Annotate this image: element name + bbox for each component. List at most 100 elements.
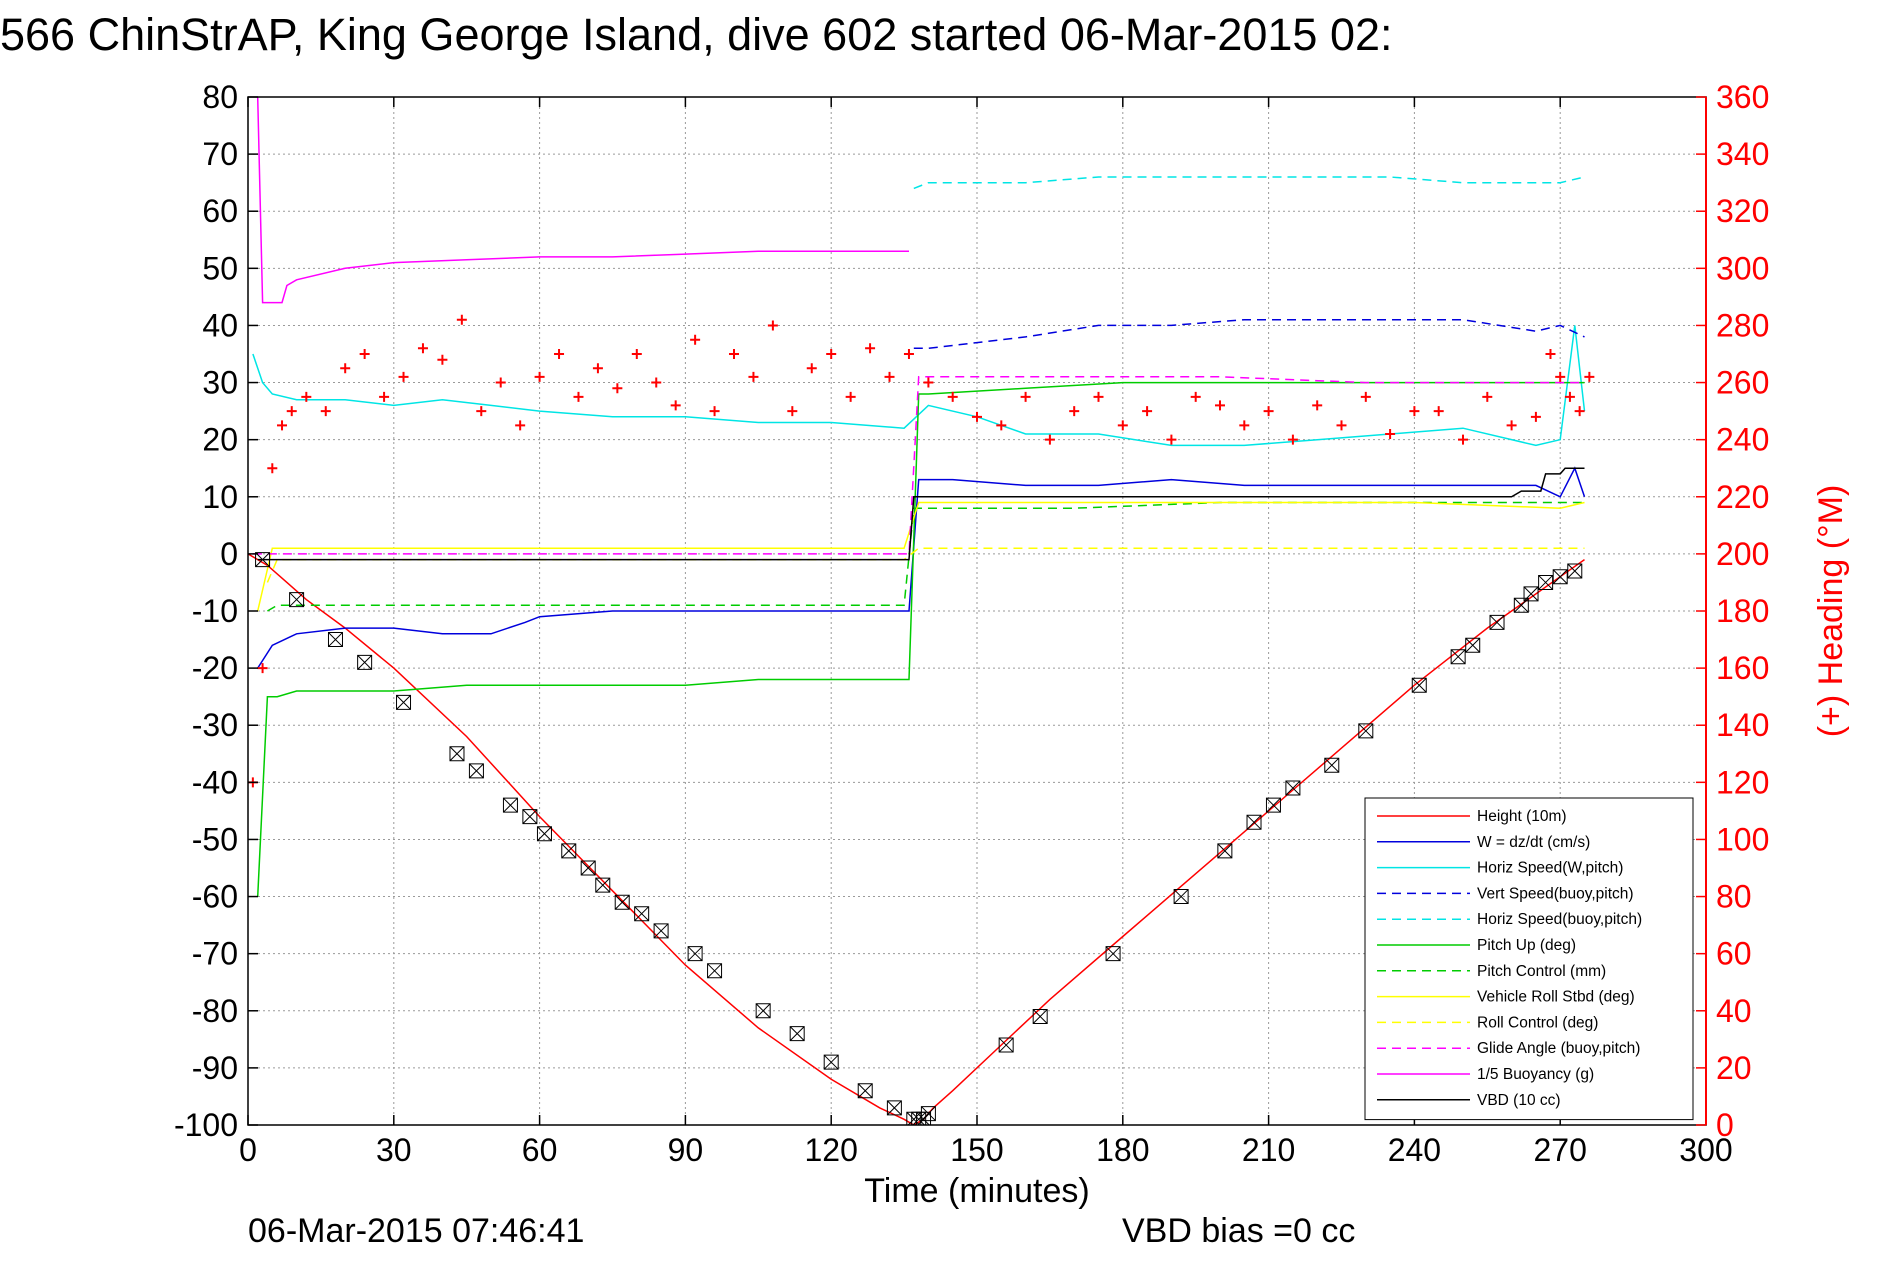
y-tick-label: 50 bbox=[202, 250, 238, 286]
heading-point bbox=[1020, 391, 1031, 402]
heading-point bbox=[1564, 391, 1575, 402]
heading-point bbox=[1574, 406, 1585, 417]
right-y-tick-label: 60 bbox=[1716, 936, 1752, 972]
legend-label: VBD (10 cc) bbox=[1477, 1092, 1561, 1109]
profile-marker bbox=[1552, 569, 1568, 585]
right-y-tick-label: 220 bbox=[1716, 479, 1769, 515]
series-9 bbox=[252, 376, 1585, 555]
x-tick-label: 150 bbox=[950, 1132, 1003, 1168]
series-line bbox=[256, 501, 1585, 612]
heading-point bbox=[1360, 391, 1371, 402]
heading-point bbox=[670, 400, 681, 411]
legend-label: Pitch Up (deg) bbox=[1477, 937, 1576, 954]
heading-point bbox=[903, 349, 914, 359]
heading-point bbox=[709, 406, 720, 417]
series-7 bbox=[256, 501, 1585, 612]
heading-point bbox=[690, 334, 701, 345]
plot-area bbox=[248, 97, 1595, 1125]
profile-marker bbox=[468, 763, 484, 779]
y-tick-label: 80 bbox=[202, 79, 238, 115]
heading-point bbox=[787, 406, 798, 417]
series-line bbox=[248, 553, 1585, 1125]
profile-marker bbox=[561, 843, 577, 859]
heading-point bbox=[277, 420, 288, 431]
series-line bbox=[257, 467, 1585, 561]
heading-point bbox=[515, 420, 526, 431]
heading-point bbox=[1482, 391, 1493, 402]
profile-marker bbox=[707, 963, 723, 979]
heading-point bbox=[1166, 434, 1177, 445]
y-tick-label: 40 bbox=[202, 307, 238, 343]
heading-point bbox=[996, 420, 1007, 431]
profile-marker bbox=[653, 923, 669, 939]
profile-marker bbox=[789, 1026, 805, 1042]
right-y-tick-label: 120 bbox=[1716, 764, 1769, 800]
profile-marker bbox=[1538, 574, 1554, 590]
legend-label: Horiz Speed(buoy,pitch) bbox=[1477, 911, 1642, 928]
right-y-tick-label: 100 bbox=[1716, 821, 1769, 857]
y-tick-label: -60 bbox=[192, 879, 238, 915]
heading-point bbox=[1287, 434, 1298, 445]
footer-date: 06-Mar-2015 07:46:41 bbox=[248, 1212, 584, 1250]
heading-point bbox=[437, 354, 448, 365]
right-y-tick-label: 360 bbox=[1716, 79, 1769, 115]
axis-ticks: 0 30 60 90 120 150 180 210 240 270 300-100-90-80-7… bbox=[174, 79, 1769, 1168]
right-y-tick-label: 0 bbox=[1716, 1107, 1734, 1143]
x-tick-label: 180 bbox=[1096, 1132, 1149, 1168]
right-y-tick-label: 200 bbox=[1716, 536, 1769, 572]
right-y-tick-label: 340 bbox=[1716, 136, 1769, 172]
y-tick-label: -20 bbox=[192, 650, 238, 686]
heading-point bbox=[359, 349, 370, 359]
y-tick-label: 70 bbox=[202, 136, 238, 172]
right-y-tick-label: 160 bbox=[1716, 650, 1769, 686]
heading-point bbox=[301, 391, 312, 402]
x-tick-label: 210 bbox=[1242, 1132, 1295, 1168]
heading-point bbox=[1433, 406, 1444, 417]
series-line bbox=[256, 97, 909, 304]
heading-point bbox=[845, 391, 856, 402]
heading-point bbox=[1584, 371, 1595, 382]
heading-point bbox=[826, 349, 837, 359]
heading-point bbox=[748, 371, 759, 382]
x-tick-label: 30 bbox=[376, 1132, 412, 1168]
series-1 bbox=[257, 466, 1586, 669]
profile-marker bbox=[857, 1083, 873, 1099]
profile-marker bbox=[580, 860, 596, 876]
profile-marker bbox=[502, 797, 518, 813]
heading-point bbox=[767, 320, 778, 331]
heading-point bbox=[1142, 406, 1153, 417]
profile-marker bbox=[1032, 1008, 1048, 1024]
profile-marker bbox=[536, 826, 552, 842]
profile-marker bbox=[1489, 614, 1505, 630]
series-3 bbox=[913, 318, 1585, 350]
series-12 bbox=[248, 314, 1595, 788]
heading-point bbox=[1385, 428, 1396, 439]
heading-point bbox=[1093, 391, 1104, 402]
right-y-tick-label: 140 bbox=[1716, 707, 1769, 743]
profile-marker bbox=[1567, 563, 1583, 579]
heading-point bbox=[1545, 349, 1556, 359]
profile-marker bbox=[289, 592, 305, 608]
series-line bbox=[256, 381, 1585, 897]
heading-point bbox=[1458, 434, 1468, 445]
profile-marker bbox=[327, 632, 343, 648]
heading-point bbox=[1215, 400, 1225, 411]
heading-point bbox=[865, 343, 876, 354]
profile-marker bbox=[634, 906, 650, 922]
legend-label: W = dz/dt (cm/s) bbox=[1477, 834, 1590, 851]
series-4 bbox=[913, 176, 1585, 190]
profile-marker bbox=[1465, 637, 1481, 653]
heading-point bbox=[729, 349, 739, 359]
x-tick-label: 90 bbox=[668, 1132, 704, 1168]
series-5 bbox=[256, 381, 1585, 897]
series-line bbox=[913, 318, 1585, 350]
series-11 bbox=[257, 467, 1585, 561]
y-tick-label: 20 bbox=[202, 422, 238, 458]
profile-marker bbox=[1324, 757, 1340, 773]
profile-marker bbox=[1358, 723, 1374, 739]
heading-point bbox=[1117, 420, 1128, 431]
profile-marker bbox=[886, 1100, 902, 1116]
profile-marker bbox=[755, 1003, 771, 1019]
right-y-tick-label: 180 bbox=[1716, 593, 1769, 629]
